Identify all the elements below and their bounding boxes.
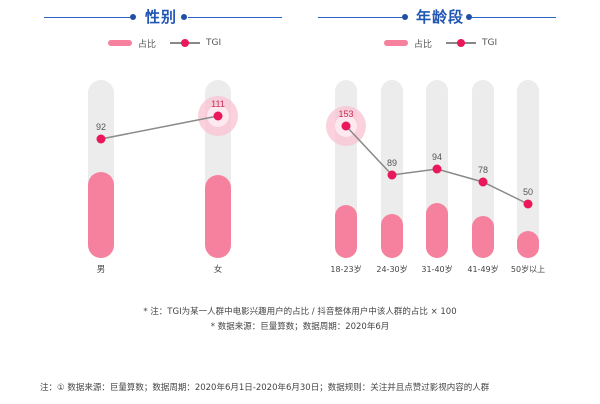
tgi-value-18-23: 153	[338, 109, 353, 119]
category-label-24-30: 24-30岁	[376, 264, 407, 274]
bar-track-41-49	[472, 80, 494, 258]
tgi-value-24-30: 89	[387, 158, 397, 168]
gender-chart: 92 111 男 女	[88, 80, 238, 275]
tgi-value-male: 92	[96, 122, 106, 132]
category-label-18-23: 18-23岁	[330, 264, 361, 274]
bar-track-24-30	[381, 80, 403, 258]
data-source-note: * 数据来源：巨量算数；数据周期：2020年6月	[210, 322, 390, 332]
title-divider-left	[318, 17, 402, 18]
title-dot-icon	[130, 14, 136, 20]
category-label-41-49: 41-49岁	[467, 264, 498, 274]
category-label-50plus: 50岁以上	[511, 264, 545, 274]
tgi-dot-31-40	[432, 164, 442, 174]
title-divider-left	[44, 17, 130, 18]
tgi-legend-label: TGI	[206, 38, 222, 48]
category-label-male: 男	[97, 265, 106, 275]
title-dot-icon	[402, 14, 408, 20]
category-label-31-40: 31-40岁	[421, 264, 452, 274]
tgi-formula-note: * 注：TGI为某一人群中电影兴趣用户的占比 / 抖音整体用户中该人群的占比 ×…	[143, 307, 457, 317]
tgi-legend-line-icon	[170, 39, 201, 47]
gender-legend: 占比 TGI	[108, 36, 221, 50]
bar-fill-male	[88, 172, 114, 258]
bar-fill-24-30	[381, 214, 403, 258]
title-divider-right	[188, 17, 282, 18]
tgi-value-31-40: 94	[432, 152, 442, 162]
tgi-dot-male	[96, 134, 106, 144]
share-legend-swatch-icon	[384, 40, 408, 46]
age-chart: 153 89 94 78 50 18-23岁 24-30岁 31-40岁 41-…	[326, 80, 545, 274]
category-label-female: 女	[214, 264, 223, 275]
age-legend: 占比 TGI	[384, 36, 497, 50]
bar-fill-18-23	[335, 205, 357, 258]
tgi-value-41-49: 78	[478, 165, 488, 175]
tgi-value-female: 111	[211, 99, 225, 109]
bar-fill-41-49	[472, 216, 494, 258]
title-dot-icon	[466, 14, 472, 20]
tgi-dot-24-30	[387, 170, 397, 180]
tgi-dot-50plus	[523, 199, 533, 209]
age-title: 年龄段	[416, 8, 465, 26]
tgi-legend-label: TGI	[482, 38, 498, 48]
bar-fill-female	[205, 175, 231, 258]
title-divider-right	[472, 17, 556, 18]
tgi-dot-41-49	[478, 177, 488, 187]
tgi-dot-female	[213, 111, 223, 121]
tgi-line	[100, 115, 219, 140]
tgi-legend-line-icon	[446, 39, 477, 47]
share-legend-label: 占比	[414, 39, 433, 50]
footer-note: 注：① 数据来源：巨量算数；数据周期：2020年6月1日-2020年6月30日；…	[40, 383, 490, 393]
gender-title: 性别	[145, 8, 178, 26]
title-dot-icon	[181, 14, 187, 20]
bar-fill-31-40	[426, 203, 448, 258]
bar-track-50plus	[517, 80, 539, 258]
tgi-value-50plus: 50	[523, 187, 533, 197]
bar-fill-50plus	[517, 231, 539, 258]
tgi-dot-18-23	[341, 121, 351, 131]
share-legend-label: 占比	[138, 39, 157, 50]
share-legend-swatch-icon	[108, 40, 132, 46]
